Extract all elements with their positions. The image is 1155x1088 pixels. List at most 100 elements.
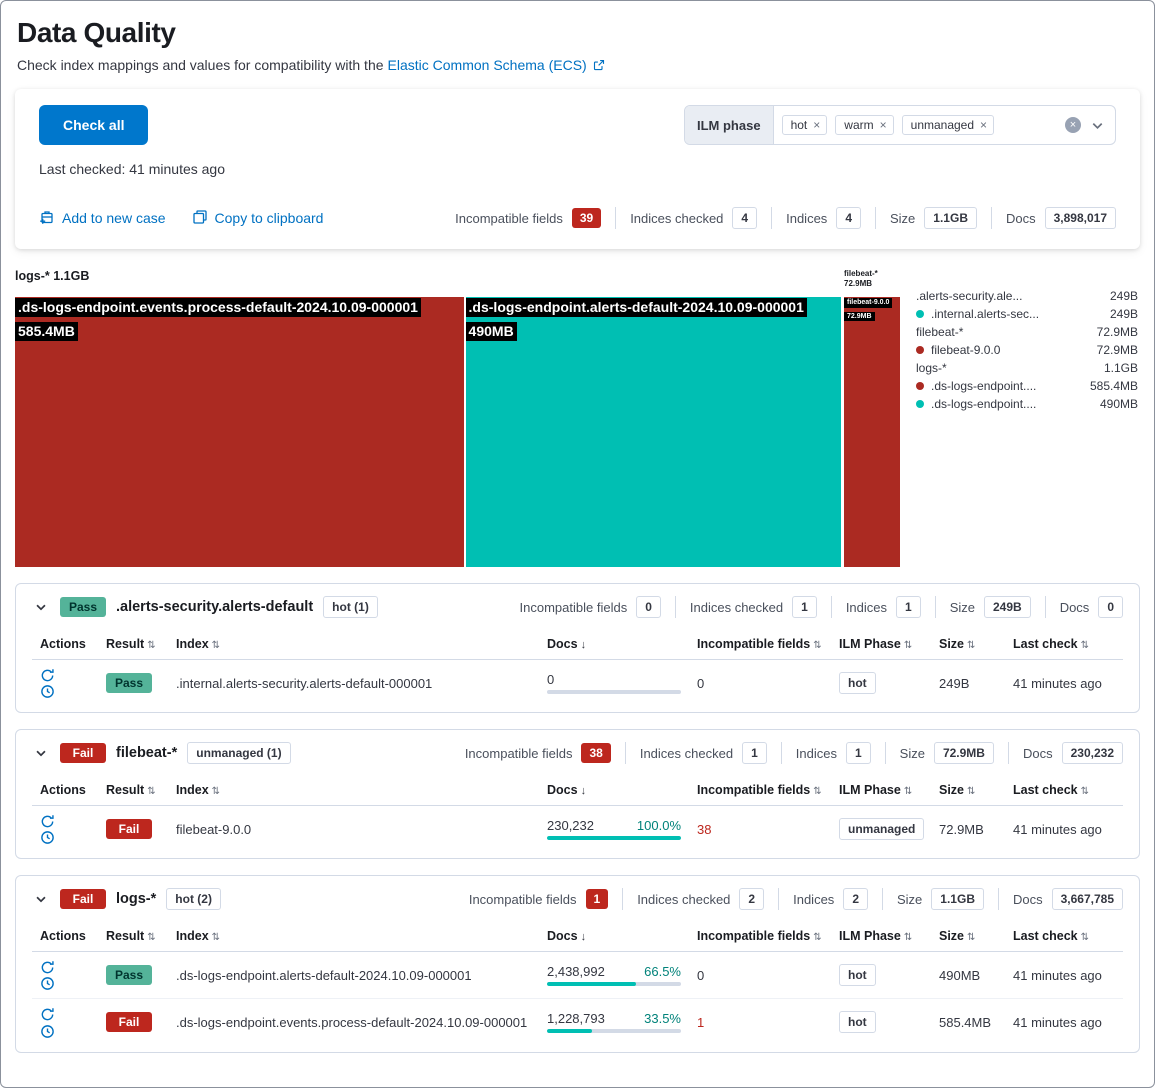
legend-item[interactable]: .ds-logs-endpoint.... 490MB [916, 395, 1138, 413]
check-now-icon[interactable] [40, 960, 55, 975]
docs-progress-bar [547, 1029, 681, 1034]
check-now-icon[interactable] [40, 1007, 55, 1022]
stat-indices-checked: Indices checked 1 [674, 596, 831, 618]
incompatible-header[interactable]: Incompatible fields ⇅ [689, 628, 831, 660]
stat-indices: Indices 1 [780, 742, 885, 765]
history-icon[interactable] [40, 684, 55, 699]
collapse-chevron-icon[interactable] [32, 744, 50, 762]
treemap-group-label: filebeat-* 72.9MB [844, 269, 878, 289]
pattern-ilm-badge: hot (1) [323, 596, 378, 618]
pattern-title: logs-* [116, 891, 157, 908]
treemap-block-events-process[interactable]: .ds-logs-endpoint.events.process-default… [15, 297, 464, 567]
last-check-time: 41 minutes ago [1013, 967, 1102, 983]
collapse-chevron-icon[interactable] [32, 598, 50, 616]
result-header[interactable]: Result ⇅ [98, 920, 168, 953]
sort-icon: ⇅ [813, 640, 822, 651]
stat-size: Size 249B [934, 596, 1045, 618]
result-badge: Pass [106, 965, 152, 986]
incompatible-header[interactable]: Incompatible fields ⇅ [689, 920, 831, 953]
incompatible-count: 1 [689, 998, 831, 1046]
stat-indices: Indices 1 [830, 596, 935, 618]
stat-indices-checked: Indices checked 1 [624, 742, 781, 765]
index-size: 585.4MB [931, 998, 1005, 1046]
indices-table: Actions Result ⇅ Index ⇅ Docs ↓ Incompatibl… [32, 774, 1123, 852]
stat-docs: Docs 3,898,017 [990, 207, 1116, 229]
pattern-stats: Incompatible fields 1 Indices checked 2 In… [455, 888, 1123, 911]
history-icon[interactable] [40, 830, 55, 845]
index-header[interactable]: Index ⇅ [168, 774, 539, 807]
ilm-header[interactable]: ILM Phase ⇅ [831, 774, 931, 807]
check-now-icon[interactable] [40, 814, 55, 829]
docs-header[interactable]: Docs ↓ [539, 774, 689, 807]
page-subtitle: Check index mappings and values for comp… [17, 57, 1138, 73]
index-name: .ds-logs-endpoint.events.process-default… [168, 998, 539, 1046]
ilm-option-unmanaged[interactable]: unmanaged × [901, 115, 995, 135]
result-header[interactable]: Result ⇅ [98, 774, 168, 807]
stat-size: Size 1.1GB [875, 207, 991, 229]
clear-filter-icon[interactable]: × [1065, 117, 1081, 133]
copy-to-clipboard-button[interactable]: Copy to clipboard [192, 209, 323, 228]
summary-panel: Check all Last checked: 41 minutes ago I… [15, 89, 1140, 249]
page-header: Data Quality Check index mappings and va… [15, 1, 1140, 73]
size-header[interactable]: Size ⇅ [931, 920, 1005, 953]
stat-value-badge: 39 [571, 208, 602, 228]
legend-group[interactable]: logs-* 1.1GB [916, 361, 1138, 375]
index-size: 490MB [939, 967, 981, 983]
docs-header[interactable]: Docs ↓ [539, 628, 689, 660]
history-icon[interactable] [40, 976, 55, 991]
add-to-case-button[interactable]: Add to new case [39, 209, 166, 228]
legend-item[interactable]: .internal.alerts-sec... 249B [916, 305, 1138, 323]
index-header[interactable]: Index ⇅ [168, 920, 539, 953]
stat-size: Size 1.1GB [882, 888, 998, 911]
pattern-panel-logs: Fail logs-* hot (2) Incompatible fields 1… [15, 875, 1140, 1053]
check-all-button[interactable]: Check all [39, 105, 149, 145]
ilm-phase-filter[interactable]: ILM phase hot × warm × unmanaged × [684, 105, 1116, 145]
external-link-icon [593, 59, 605, 71]
sort-desc-icon: ↓ [580, 639, 587, 651]
legend-item[interactable]: .ds-logs-endpoint.... 585.4MB [916, 377, 1138, 395]
result-header[interactable]: Result ⇅ [98, 628, 168, 660]
last-check-header[interactable]: Last check ⇅ [1005, 920, 1123, 953]
legend-group[interactable]: .alerts-security.ale... 249B [916, 289, 1138, 303]
size-header[interactable]: Size ⇅ [931, 774, 1005, 807]
pattern-title: .alerts-security.alerts-default [116, 599, 314, 615]
storage-treemap-section: logs-* 1.1GB .ds-logs-endpoint.events.pr… [15, 265, 1140, 567]
last-check-header[interactable]: Last check ⇅ [1005, 774, 1123, 807]
last-check-header[interactable]: Last check ⇅ [1005, 628, 1123, 660]
ilm-header[interactable]: ILM Phase ⇅ [831, 628, 931, 660]
ecs-link[interactable]: Elastic Common Schema (ECS) [387, 57, 587, 73]
history-icon[interactable] [40, 1024, 55, 1039]
stat-docs: Docs 230,232 [1007, 742, 1123, 765]
legend-group[interactable]: filebeat-* 72.9MB [916, 325, 1138, 339]
ilm-option-warm[interactable]: warm × [835, 115, 894, 135]
last-check-time: 41 minutes ago [1005, 998, 1123, 1046]
stat-size: Size 72.9MB [884, 742, 1008, 765]
chevron-down-icon[interactable] [1090, 118, 1105, 133]
sort-desc-icon: ↓ [580, 785, 587, 798]
docs-progress-bar [547, 690, 681, 695]
index-header[interactable]: Index ⇅ [168, 628, 539, 660]
pattern-ilm-badge: unmanaged (1) [187, 742, 291, 765]
remove-icon[interactable]: × [879, 118, 887, 132]
collapse-chevron-icon[interactable] [32, 890, 50, 908]
index-row: Fail filebeat-9.0.0 230,232 100.0% 38 unm… [32, 806, 1123, 853]
ilm-option-hot[interactable]: hot × [781, 115, 828, 135]
remove-icon[interactable]: × [813, 118, 821, 132]
treemap-block-filebeat[interactable]: filebeat-9.0.0 72.9MB [844, 297, 900, 567]
treemap-block-alerts[interactable]: .ds-logs-endpoint.alerts-default-2024.10… [465, 297, 841, 567]
stat-incompatible-fields: Incompatible fields 38 [451, 743, 625, 764]
result-badge: Fail [106, 1012, 152, 1033]
case-actions: Add to new case Copy to clipboard [39, 209, 323, 228]
incompatible-header[interactable]: Incompatible fields ⇅ [689, 774, 831, 807]
size-header[interactable]: Size ⇅ [931, 628, 1005, 660]
docs-header[interactable]: Docs ↓ [539, 920, 689, 953]
treemap-group-filebeat: filebeat-* 72.9MB filebeat-9.0.0 72.9MB [844, 265, 900, 567]
sort-icon: ⇅ [967, 932, 976, 944]
page-title: Data Quality [17, 17, 176, 48]
legend-item[interactable]: filebeat-9.0.0 72.9MB [916, 341, 1138, 359]
ilm-header[interactable]: ILM Phase ⇅ [831, 920, 931, 953]
index-row: Fail .ds-logs-endpoint.events.process-de… [32, 998, 1123, 1046]
check-now-icon[interactable] [40, 668, 55, 683]
remove-icon[interactable]: × [980, 118, 988, 132]
